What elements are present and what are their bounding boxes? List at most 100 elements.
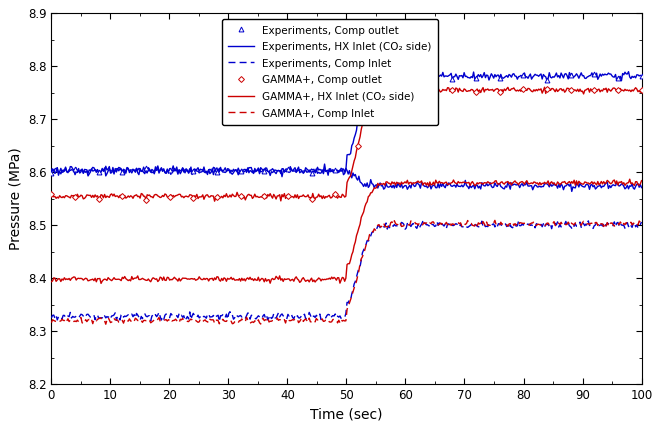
- GAMMA+, HX Inlet (CO₂ side): [368, 190, 376, 195]
- GAMMA+, Comp Inlet: [48, 320, 56, 325]
- Experiments, Comp Inlet: [532, 221, 540, 227]
- GAMMA+, Comp outlet: [189, 195, 197, 200]
- GAMMA+, Comp Inlet: [332, 318, 340, 323]
- Line: Experiments, HX Inlet (CO₂ side): Experiments, HX Inlet (CO₂ side): [52, 164, 642, 191]
- GAMMA+, HX Inlet (CO₂ side): [638, 178, 646, 183]
- GAMMA+, HX Inlet (CO₂ side): [332, 278, 340, 283]
- Experiments, Comp Inlet: [400, 222, 408, 227]
- GAMMA+, Comp Inlet: [329, 317, 337, 322]
- GAMMA+, HX Inlet (CO₂ side): [329, 276, 337, 281]
- Experiments, Comp outlet: [189, 169, 197, 174]
- GAMMA+, HX Inlet (CO₂ side): [48, 279, 56, 284]
- Experiments, Comp Inlet: [48, 315, 56, 320]
- Legend: Experiments, Comp outlet, Experiments, HX Inlet (CO₂ side), Experiments, Comp In: Experiments, Comp outlet, Experiments, H…: [222, 18, 438, 125]
- Experiments, Comp Inlet: [626, 221, 634, 226]
- GAMMA+, Comp outlet: [260, 193, 268, 198]
- Experiments, Comp outlet: [142, 166, 150, 171]
- Experiments, Comp outlet: [166, 167, 174, 172]
- Experiments, HX Inlet (CO₂ side): [532, 183, 540, 188]
- GAMMA+, Comp Inlet: [368, 228, 376, 233]
- GAMMA+, Comp Inlet: [533, 222, 541, 227]
- GAMMA+, Comp outlet: [166, 194, 174, 200]
- Experiments, Comp Inlet: [329, 313, 337, 318]
- Experiments, Comp outlet: [614, 76, 622, 81]
- Experiments, HX Inlet (CO₂ side): [568, 189, 576, 194]
- Experiments, Comp outlet: [401, 72, 409, 77]
- Line: Experiments, Comp outlet: Experiments, Comp outlet: [49, 71, 644, 175]
- GAMMA+, Comp outlet: [71, 194, 79, 199]
- Experiments, Comp outlet: [590, 71, 598, 77]
- Experiments, Comp outlet: [331, 168, 339, 173]
- GAMMA+, Comp Inlet: [102, 322, 110, 327]
- GAMMA+, Comp outlet: [448, 87, 456, 92]
- Experiments, HX Inlet (CO₂ side): [48, 167, 56, 172]
- Experiments, HX Inlet (CO₂ side): [321, 162, 329, 167]
- GAMMA+, Comp Inlet: [400, 223, 408, 228]
- GAMMA+, Comp outlet: [590, 88, 598, 93]
- GAMMA+, Comp outlet: [472, 89, 480, 95]
- Y-axis label: Pressure (MPa): Pressure (MPa): [9, 147, 22, 250]
- GAMMA+, Comp outlet: [118, 194, 126, 199]
- Experiments, Comp outlet: [213, 170, 221, 175]
- GAMMA+, Comp outlet: [543, 86, 551, 92]
- GAMMA+, Comp Inlet: [638, 223, 646, 228]
- Experiments, Comp outlet: [48, 170, 56, 175]
- Experiments, Comp outlet: [566, 73, 574, 78]
- GAMMA+, Comp outlet: [331, 192, 339, 197]
- Experiments, Comp Inlet: [368, 230, 376, 235]
- X-axis label: Time (sec): Time (sec): [310, 408, 383, 422]
- GAMMA+, HX Inlet (CO₂ side): [400, 181, 408, 186]
- GAMMA+, Comp outlet: [284, 193, 292, 198]
- Experiments, Comp outlet: [520, 73, 527, 78]
- Experiments, HX Inlet (CO₂ side): [638, 185, 646, 190]
- Experiments, Comp Inlet: [584, 218, 592, 224]
- Line: GAMMA+, HX Inlet (CO₂ side): GAMMA+, HX Inlet (CO₂ side): [52, 179, 642, 283]
- GAMMA+, Comp outlet: [614, 87, 622, 92]
- GAMMA+, Comp outlet: [520, 87, 527, 92]
- GAMMA+, Comp outlet: [566, 88, 574, 93]
- GAMMA+, Comp outlet: [377, 88, 385, 93]
- GAMMA+, Comp outlet: [237, 194, 245, 199]
- GAMMA+, Comp outlet: [95, 196, 102, 201]
- Experiments, Comp outlet: [638, 74, 646, 79]
- GAMMA+, Comp outlet: [424, 88, 432, 93]
- Experiments, Comp outlet: [260, 168, 268, 173]
- GAMMA+, Comp outlet: [354, 144, 362, 149]
- GAMMA+, HX Inlet (CO₂ side): [97, 281, 105, 286]
- Experiments, Comp outlet: [543, 78, 551, 83]
- Experiments, HX Inlet (CO₂ side): [368, 181, 376, 186]
- Experiments, Comp outlet: [496, 75, 504, 80]
- GAMMA+, Comp outlet: [213, 195, 221, 200]
- Line: Experiments, Comp Inlet: Experiments, Comp Inlet: [52, 221, 642, 322]
- GAMMA+, HX Inlet (CO₂ side): [626, 177, 634, 182]
- Experiments, Comp outlet: [448, 76, 456, 81]
- Experiments, Comp outlet: [472, 75, 480, 80]
- Experiments, Comp outlet: [354, 117, 362, 123]
- Experiments, Comp outlet: [307, 170, 315, 175]
- Experiments, HX Inlet (CO₂ side): [332, 168, 340, 173]
- Experiments, Comp outlet: [118, 169, 126, 175]
- GAMMA+, Comp Inlet: [491, 218, 499, 223]
- GAMMA+, Comp outlet: [307, 196, 315, 201]
- Experiments, Comp Inlet: [215, 319, 223, 324]
- Experiments, HX Inlet (CO₂ side): [626, 183, 634, 188]
- Experiments, Comp outlet: [284, 167, 292, 172]
- Experiments, Comp outlet: [237, 168, 245, 173]
- GAMMA+, Comp outlet: [142, 197, 150, 203]
- Line: GAMMA+, Comp Inlet: GAMMA+, Comp Inlet: [52, 220, 642, 324]
- Experiments, Comp outlet: [95, 169, 102, 175]
- Experiments, Comp outlet: [377, 77, 385, 82]
- GAMMA+, Comp Inlet: [626, 221, 634, 227]
- GAMMA+, Comp outlet: [496, 89, 504, 94]
- GAMMA+, Comp outlet: [48, 191, 56, 197]
- Experiments, HX Inlet (CO₂ side): [400, 184, 408, 189]
- GAMMA+, HX Inlet (CO₂ side): [532, 181, 540, 186]
- Experiments, HX Inlet (CO₂ side): [329, 169, 337, 174]
- GAMMA+, Comp outlet: [638, 88, 646, 93]
- Experiments, Comp Inlet: [638, 219, 646, 224]
- GAMMA+, Comp outlet: [401, 89, 409, 94]
- GAMMA+, HX Inlet (CO₂ side): [625, 180, 633, 185]
- Line: GAMMA+, Comp outlet: GAMMA+, Comp outlet: [50, 87, 644, 202]
- Experiments, Comp outlet: [424, 72, 432, 77]
- Experiments, Comp outlet: [71, 167, 79, 172]
